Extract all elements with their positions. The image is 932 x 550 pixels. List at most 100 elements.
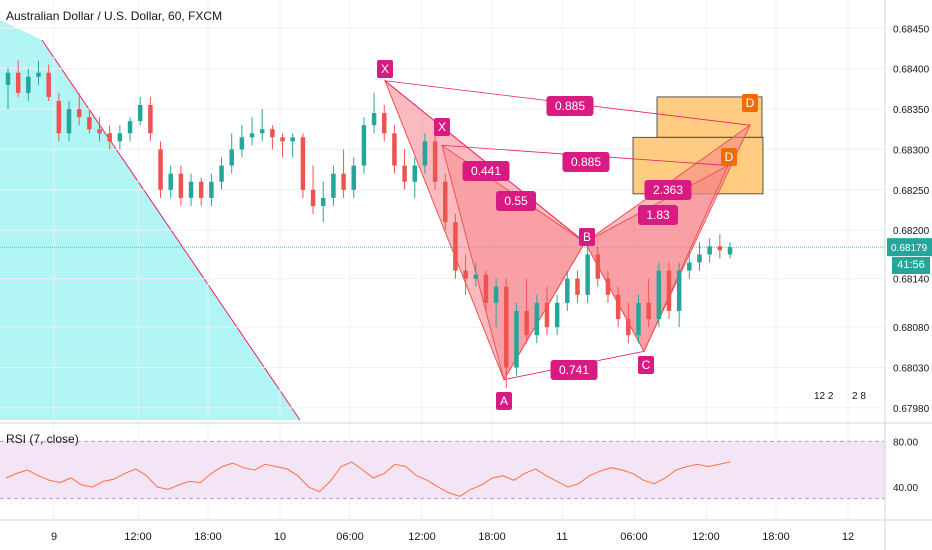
candle-body bbox=[382, 113, 387, 134]
candle-body bbox=[727, 247, 733, 255]
pattern-point-badge bbox=[742, 94, 758, 112]
candle-body bbox=[412, 165, 418, 182]
ratio-label: 0.55 bbox=[504, 194, 528, 208]
candle-body bbox=[656, 270, 662, 320]
candle-body bbox=[107, 133, 112, 142]
candle-body bbox=[626, 319, 631, 336]
candle-body bbox=[554, 302, 560, 328]
candle-body bbox=[97, 129, 102, 134]
rsi-tick-label: 40.00 bbox=[893, 483, 918, 494]
candle-body bbox=[137, 105, 143, 122]
candle-body bbox=[249, 133, 255, 138]
bar-countdown: 41:56 bbox=[892, 257, 930, 274]
candle-body bbox=[504, 286, 509, 368]
time-tick-label: 18:00 bbox=[762, 531, 790, 543]
pattern-point-label: X bbox=[438, 120, 446, 134]
pattern-point-label: D bbox=[746, 96, 755, 110]
pattern-labels: X X A B C D D 0.885 0.885 0.441 0.55 2.363 1.83 0.741 bbox=[377, 60, 758, 410]
candle-body bbox=[5, 72, 11, 85]
candle-body bbox=[66, 109, 72, 134]
pattern-point-badge bbox=[579, 228, 595, 246]
candle-body bbox=[331, 173, 336, 198]
candle-body bbox=[239, 137, 245, 150]
candle-body bbox=[188, 181, 194, 198]
candle-body bbox=[36, 72, 41, 77]
rsi-tick-label: 80.00 bbox=[893, 437, 918, 448]
candle-body bbox=[432, 141, 438, 182]
ratio-badge bbox=[644, 180, 692, 200]
ratio-badge bbox=[546, 96, 594, 116]
ratio-label: 0.741 bbox=[559, 363, 589, 377]
pattern-point-badge bbox=[638, 356, 654, 374]
ratio-badge bbox=[638, 205, 678, 225]
candle-body bbox=[443, 181, 448, 223]
ratio-badge bbox=[550, 360, 598, 380]
candle-body bbox=[636, 302, 641, 336]
candle-body bbox=[270, 129, 275, 138]
candle-body bbox=[127, 121, 133, 134]
candle-body bbox=[351, 165, 356, 190]
pattern-point-badge bbox=[496, 392, 512, 410]
ratio-badge bbox=[562, 152, 610, 172]
event-badge-1[interactable]: 12 2 bbox=[814, 391, 834, 402]
candle-body bbox=[341, 173, 346, 190]
current-price-label: 0.68179 bbox=[891, 243, 928, 254]
candles bbox=[5, 60, 733, 388]
candle-body bbox=[56, 100, 62, 134]
candle-body bbox=[707, 246, 712, 255]
candle-body bbox=[320, 197, 326, 206]
pattern-bcd-2 bbox=[584, 164, 730, 353]
candle-body bbox=[209, 181, 214, 198]
candle-body bbox=[259, 129, 265, 134]
trend-fill bbox=[0, 20, 300, 420]
candle-body bbox=[453, 222, 458, 271]
candle-body bbox=[483, 274, 489, 303]
candle-body bbox=[463, 270, 468, 279]
candle-body bbox=[595, 254, 601, 279]
candle-body bbox=[422, 141, 428, 166]
ratio-badge bbox=[496, 191, 536, 211]
candle-body bbox=[148, 105, 153, 134]
candle-body bbox=[290, 137, 295, 142]
price-tick-label: 0.68030 bbox=[893, 364, 930, 375]
time-tick-label: 12 bbox=[842, 531, 854, 543]
pattern-point-label: B bbox=[583, 230, 591, 244]
rsi-line bbox=[5, 461, 731, 497]
ratio-badge bbox=[462, 161, 510, 181]
candle-body bbox=[300, 137, 306, 190]
candle-body bbox=[219, 165, 224, 182]
time-tick-label: 06:00 bbox=[620, 531, 648, 543]
price-tick-label: 0.68080 bbox=[893, 323, 930, 334]
trend-channel-fill bbox=[0, 20, 301, 421]
candle-body bbox=[575, 278, 580, 295]
candle-body bbox=[158, 149, 163, 190]
candle-body bbox=[87, 117, 92, 130]
time-tick-label: 18:00 bbox=[194, 531, 222, 543]
ratio-label: 0.885 bbox=[555, 99, 585, 113]
candle-body bbox=[565, 278, 570, 303]
current-price-tag bbox=[887, 238, 932, 257]
pattern-point-label: X bbox=[381, 62, 389, 76]
candle-body bbox=[615, 294, 621, 320]
candle-body bbox=[493, 286, 499, 303]
candle-body bbox=[392, 133, 397, 166]
price-tick-label: 0.68450 bbox=[893, 24, 930, 35]
candle-body bbox=[198, 181, 204, 198]
time-tick-label: 18:00 bbox=[478, 531, 506, 543]
candle-body bbox=[585, 254, 590, 295]
event-badge-2[interactable]: 2 8 bbox=[852, 391, 866, 402]
price-tick-label: 0.68200 bbox=[893, 226, 930, 237]
ratio-label: 0.441 bbox=[471, 164, 501, 178]
time-tick-label: 9 bbox=[51, 531, 57, 543]
candle-body bbox=[15, 72, 21, 93]
candle-body bbox=[676, 270, 682, 311]
candle-body bbox=[544, 302, 550, 328]
pattern-point-label: D bbox=[725, 150, 734, 164]
time-tick-label: 11 bbox=[556, 531, 567, 543]
pattern-point-label: A bbox=[500, 394, 508, 408]
rsi-label: RSI (7, close) bbox=[6, 432, 79, 446]
rsi-pane: 80.00 40.00 bbox=[0, 422, 932, 500]
time-tick-label: 12:00 bbox=[124, 531, 152, 543]
